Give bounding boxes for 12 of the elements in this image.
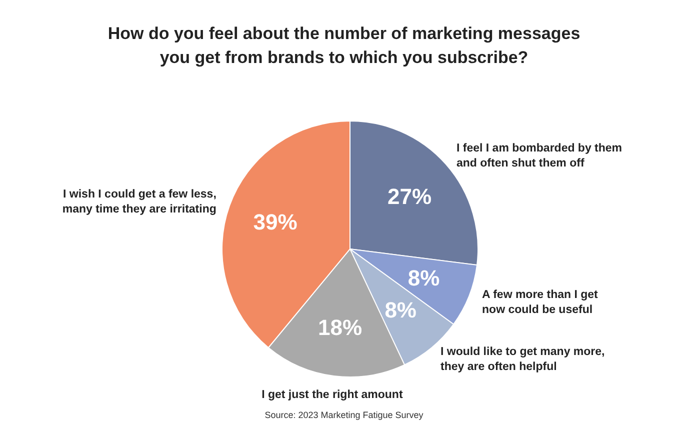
slice-label: I would like to get many more, they are often helpful — [440, 346, 605, 373]
data-label: 39% — [253, 210, 298, 235]
slice-label: I feel I am bombarded by them and often shut them off — [456, 142, 622, 170]
source-note: Source: 2023 Marketing Fatigue Survey — [264, 410, 424, 420]
slice-label: A few more than I get now could be useful — [482, 288, 598, 316]
data-label: 27% — [388, 184, 432, 210]
slice-label: I get just the right amount — [262, 388, 403, 401]
data-label: 8% — [384, 298, 416, 323]
slice-label: I wish I could get a few less, many time they are irritating — [62, 188, 216, 216]
chart-title: How do you feel about the number of marketing messages you get from brands to which you subscribe? — [106, 23, 582, 69]
data-label: 8% — [408, 266, 440, 291]
data-label: 18% — [318, 315, 362, 340]
